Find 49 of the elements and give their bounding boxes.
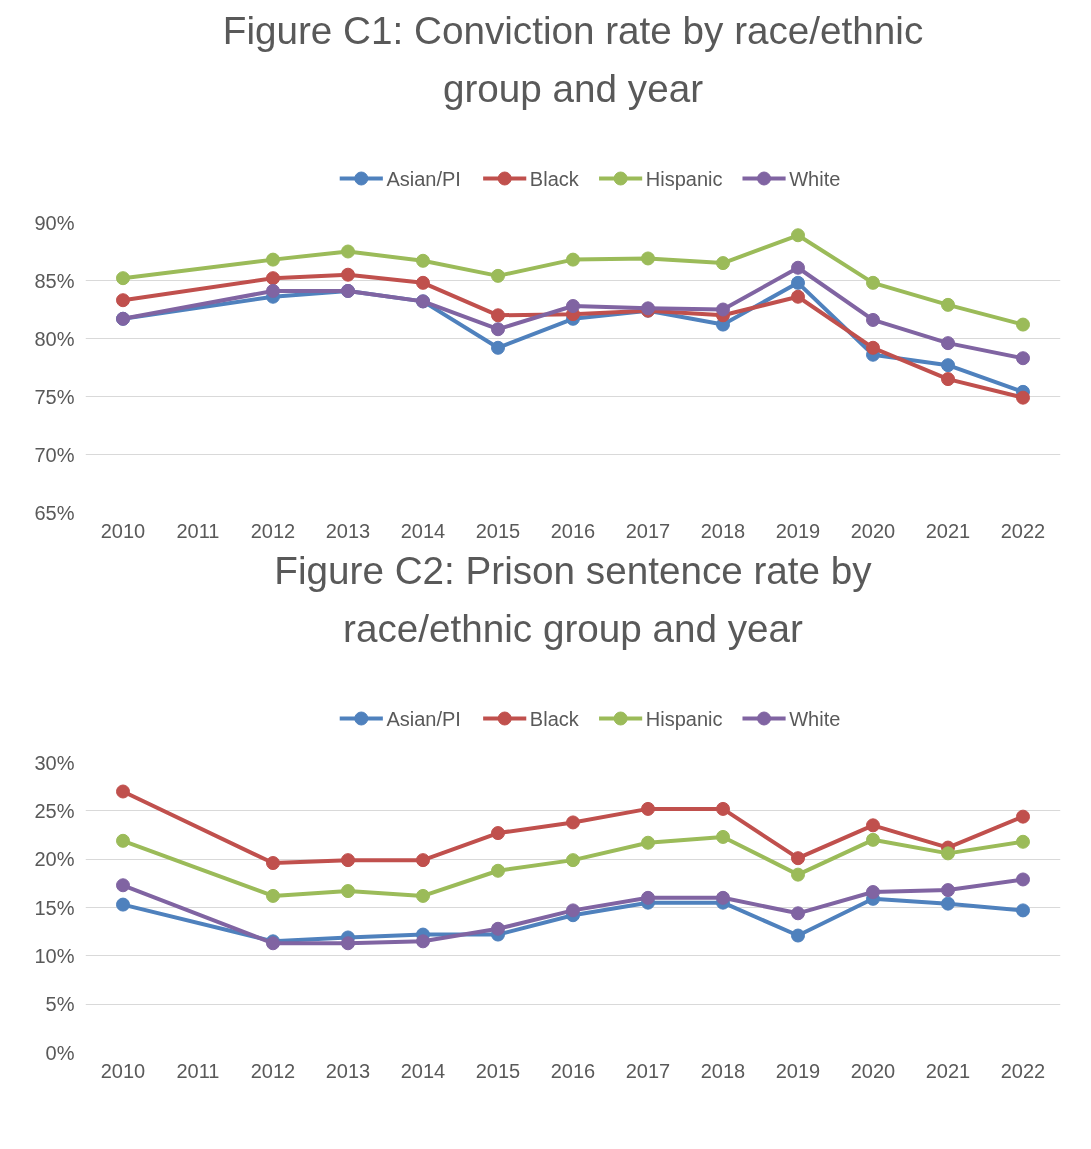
y-tick-label: 65%	[34, 501, 75, 524]
x-tick-label: 2014	[400, 1059, 446, 1082]
legend-label: Asian/PI	[386, 707, 461, 730]
x-tick-label: 2022	[1000, 1059, 1046, 1082]
x-tick-label: 2016	[550, 519, 596, 542]
x-tick-label: 2015	[475, 519, 521, 542]
legend-label: White	[789, 707, 841, 730]
legend-label: Hispanic	[645, 707, 723, 730]
legend-label: White	[789, 167, 841, 190]
y-tick-label: 5%	[45, 993, 75, 1016]
y-tick-label: 70%	[34, 443, 75, 466]
x-tick-label: 2010	[100, 1059, 146, 1082]
y-tick-label: 15%	[34, 896, 75, 919]
x-tick-label: 2020	[850, 519, 896, 542]
y-tick-label: 75%	[34, 385, 75, 408]
y-tick-label: 20%	[34, 848, 75, 871]
x-tick-label: 2016	[550, 1059, 596, 1082]
y-tick-label: 10%	[34, 944, 75, 967]
x-tick-label: 2020	[850, 1059, 896, 1082]
x-tick-label: 2015	[475, 1059, 521, 1082]
legend-label: Black	[529, 707, 580, 730]
x-tick-label: 2011	[176, 1059, 220, 1082]
x-tick-label: 2013	[325, 519, 371, 542]
x-tick-label: 2012	[250, 1059, 296, 1082]
legend-label: Hispanic	[645, 167, 723, 190]
legend-label: Asian/PI	[386, 167, 461, 190]
x-tick-label: 2021	[925, 519, 971, 542]
x-tick-label: 2019	[775, 1059, 821, 1082]
y-tick-label: 30%	[34, 751, 75, 774]
x-tick-label: 2018	[700, 1059, 746, 1082]
x-tick-label: 2019	[775, 519, 821, 542]
y-tick-label: 0%	[45, 1041, 75, 1064]
x-tick-label: 2012	[250, 519, 296, 542]
x-tick-label: 2022	[1000, 519, 1046, 542]
y-tick-label: 80%	[34, 327, 75, 350]
legend-label: Black	[529, 167, 580, 190]
x-tick-label: 2010	[100, 519, 146, 542]
x-tick-label: 2017	[625, 1059, 671, 1082]
x-tick-label: 2021	[925, 1059, 971, 1082]
x-tick-label: 2018	[700, 519, 746, 542]
y-tick-label: 25%	[34, 799, 75, 822]
chart-title: Figure C2: Prison sentence rate by race/ethnic group and year	[274, 548, 873, 650]
x-tick-label: 2011	[176, 519, 220, 542]
chart-title: Figure C1: Conviction rate by race/ethnic group and year	[222, 8, 924, 110]
y-tick-label: 85%	[34, 269, 75, 292]
x-tick-label: 2017	[625, 519, 671, 542]
x-tick-label: 2013	[325, 1059, 371, 1082]
y-tick-label: 90%	[34, 211, 75, 234]
x-tick-label: 2014	[400, 519, 446, 542]
